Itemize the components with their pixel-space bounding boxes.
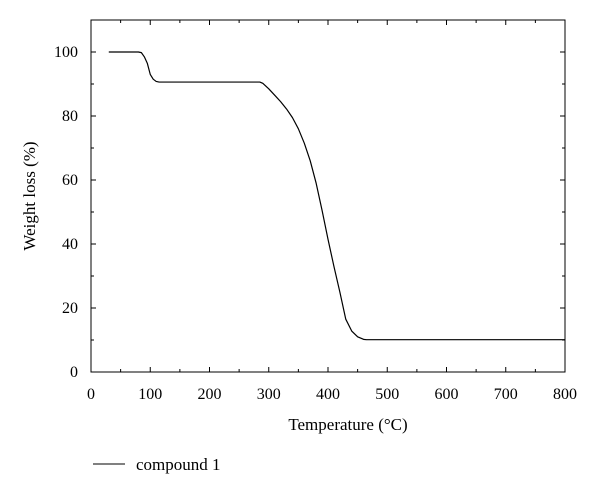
legend: compound 1 (93, 455, 221, 474)
x-tick-label: 600 (435, 386, 459, 403)
y-tick-label: 80 (62, 108, 78, 125)
legend-series-label: compound 1 (136, 455, 221, 474)
plot-frame (90, 19, 566, 373)
x-tick-labels: 0 100 200 300 400 500 600 700 800 (87, 386, 577, 403)
x-tick-label: 0 (87, 386, 95, 403)
x-axis-label: Temperature (°C) (288, 415, 407, 434)
y-tick-label: 60 (62, 172, 78, 189)
axis-ticks (90, 20, 566, 373)
x-tick-label: 200 (198, 386, 222, 403)
x-tick-label: 100 (138, 386, 162, 403)
y-axis-label: Weight loss (%) (20, 141, 39, 250)
series-line-0 (108, 51, 565, 341)
series-layer (108, 51, 565, 341)
y-tick-label: 100 (54, 44, 78, 61)
x-tick-label: 800 (553, 386, 577, 403)
y-tick-label: 20 (62, 300, 78, 317)
x-tick-label: 300 (257, 386, 281, 403)
x-tick-label: 400 (316, 386, 340, 403)
y-tick-label: 40 (62, 236, 78, 253)
y-tick-label: 0 (70, 364, 78, 381)
y-tick-labels: 0 20 40 60 80 100 (54, 44, 78, 381)
x-tick-label: 700 (494, 386, 518, 403)
x-tick-label: 500 (375, 386, 399, 403)
